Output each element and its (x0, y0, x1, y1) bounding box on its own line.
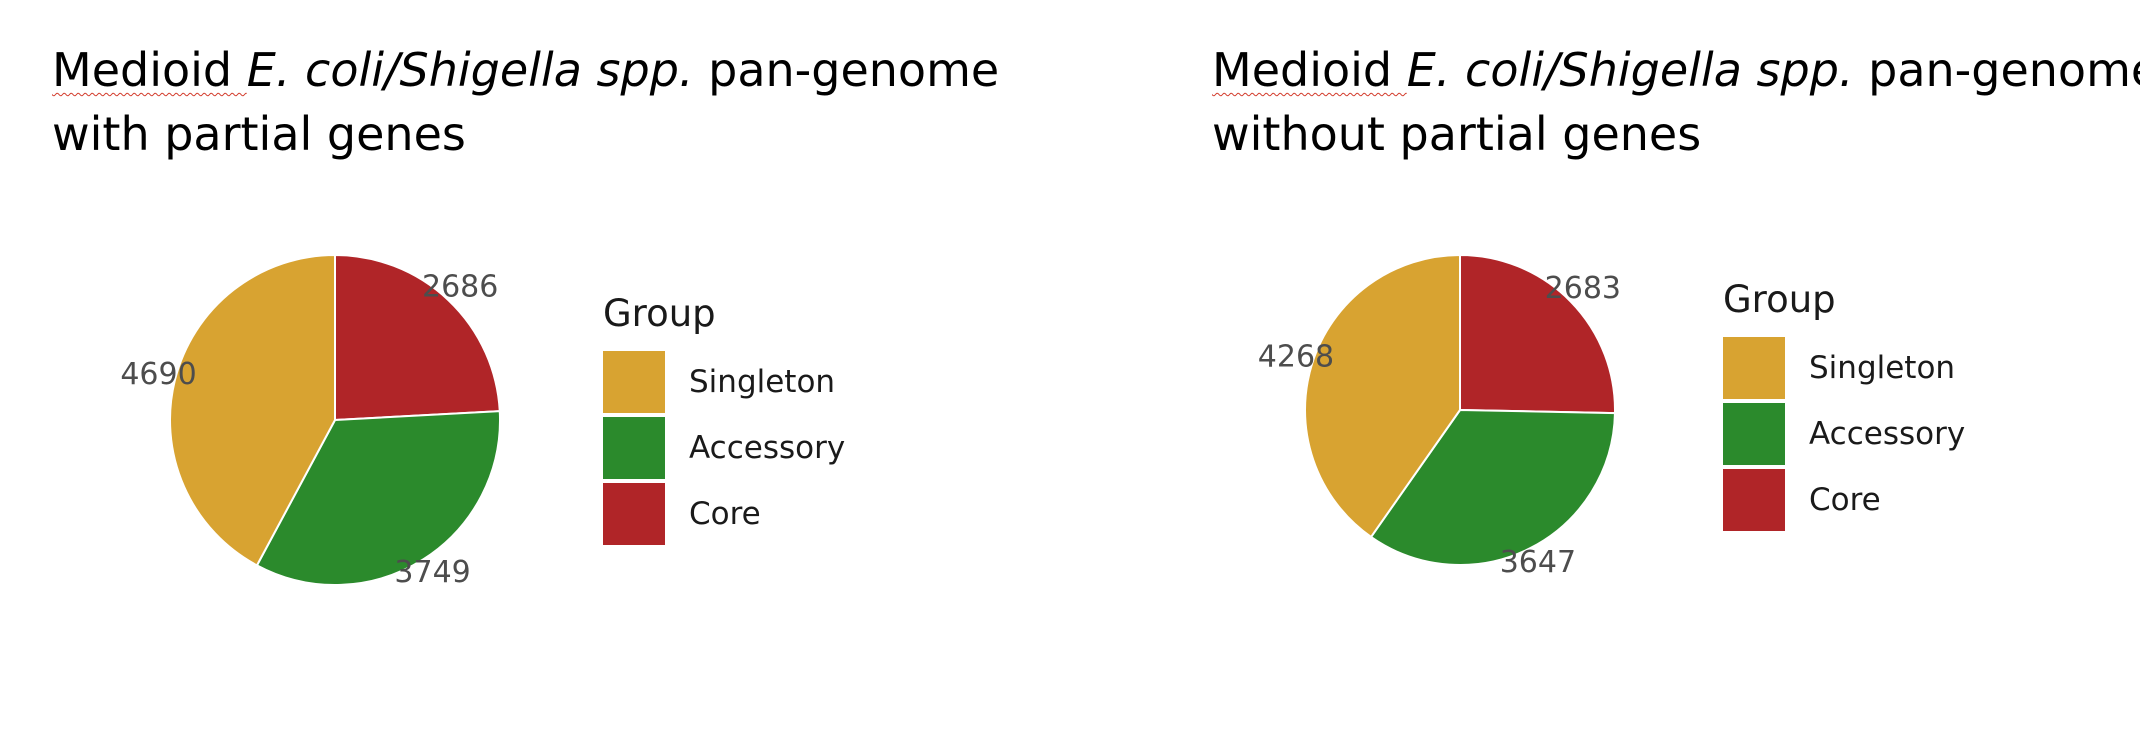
slice-value-label: 2686 (422, 269, 498, 304)
title-line2: without partial genes (1212, 107, 1702, 161)
legend: Group Singleton Accessory Core (1723, 278, 1965, 533)
legend-swatch-singleton (1723, 337, 1785, 399)
legend-label: Singleton (1809, 350, 1956, 386)
title-species: E. coli/Shigella spp. (1406, 43, 1854, 97)
legend: Group Singleton Accessory Core (603, 292, 845, 547)
title-line2: with partial genes (52, 107, 466, 161)
legend-item-core: Core (1723, 467, 1965, 533)
legend-item-accessory: Accessory (603, 415, 845, 481)
legend-swatch-core (603, 483, 665, 545)
pie-slice-singleton (169, 253, 336, 567)
legend-label: Core (1809, 482, 1881, 518)
pie-chart: 2686 3749 4690 (120, 253, 501, 590)
pie-slice-accessory (1369, 408, 1616, 566)
slice-value-label: 4268 (1258, 340, 1334, 375)
pie-slice-singleton (1304, 253, 1461, 539)
title-suffix: pan-genome (1853, 43, 2140, 97)
title-prefix: Medioid (1212, 43, 1407, 97)
chart-title: Medioid E. coli/Shigella spp. pan-genome… (52, 38, 999, 166)
legend-swatch-singleton (603, 351, 665, 413)
legend-item-accessory: Accessory (1723, 401, 1965, 467)
title-prefix: Medioid (52, 43, 247, 97)
legend-swatch-core (1723, 469, 1785, 531)
title-suffix: pan-genome (693, 43, 1000, 97)
pie-slice-core (334, 253, 501, 422)
legend-label: Core (689, 496, 761, 532)
slice-value-label: 3749 (394, 555, 470, 590)
chart-panel-with-partial: Medioid E. coli/Shigella spp. pan-genome… (52, 38, 999, 590)
chart-title: Medioid E. coli/Shigella spp. pan-genome… (1212, 38, 2140, 166)
slice-value-label: 2683 (1545, 271, 1621, 306)
pie-chart: 2683 3647 4268 (1258, 253, 1621, 580)
legend-item-singleton: Singleton (1723, 335, 1965, 401)
slice-value-label: 3647 (1500, 545, 1576, 580)
title-species: E. coli/Shigella spp. (246, 43, 694, 97)
legend-label: Accessory (1809, 416, 1966, 452)
legend-swatch-accessory (603, 417, 665, 479)
slice-value-label: 4690 (120, 357, 196, 392)
legend-title: Group (603, 292, 716, 335)
legend-label: Accessory (689, 430, 846, 466)
chart-panel-without-partial: Medioid E. coli/Shigella spp. pan-genome… (1070, 0, 2140, 754)
legend-label: Singleton (689, 364, 836, 400)
pie-slice-accessory (255, 410, 501, 586)
pie-slice-core (1459, 253, 1616, 415)
legend-item-core: Core (603, 481, 845, 547)
legend-swatch-accessory (1723, 403, 1785, 465)
legend-item-singleton: Singleton (603, 349, 845, 415)
legend-title: Group (1723, 278, 1836, 321)
